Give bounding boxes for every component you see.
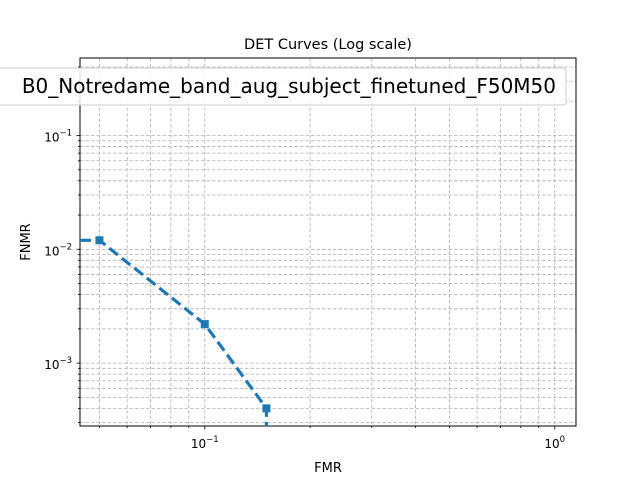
y-axis-label: FNMR [19, 223, 34, 260]
grid [80, 58, 576, 426]
x-axis-label: FMR [314, 461, 342, 476]
legend: B0_Notredame_band_aug_subject_finetuned_… [0, 67, 567, 106]
x-tick-label: 100 [544, 435, 565, 451]
chart-title: DET Curves (Log scale) [244, 37, 412, 53]
series-layer [80, 236, 271, 426]
data-point-marker [262, 404, 271, 413]
y-tick-label: 10−2 [44, 242, 72, 258]
y-tick-label: 10−1 [44, 129, 72, 145]
data-point-marker [95, 236, 104, 245]
y-tick-label: 10−3 [44, 356, 72, 372]
plot-area-frame [79, 57, 577, 427]
x-tick-label: 10−1 [191, 435, 219, 451]
axis-ticks: 10−1 100 10−3 10−2 10−1 [44, 66, 565, 451]
legend-entry-label: B0_Notredame_band_aug_subject_finetuned_… [22, 74, 556, 98]
data-point-marker [200, 320, 209, 329]
legend-box [0, 67, 567, 106]
